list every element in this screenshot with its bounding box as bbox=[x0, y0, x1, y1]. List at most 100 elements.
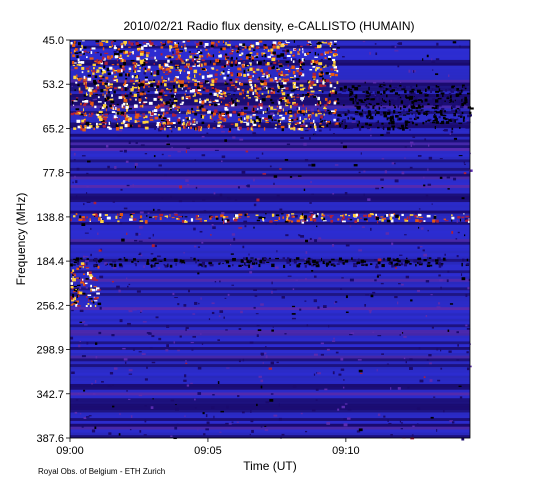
heatmap-cell bbox=[461, 103, 465, 107]
heatmap-cell bbox=[127, 52, 131, 55]
heatmap-cell bbox=[423, 259, 427, 262]
heatmap-cell bbox=[393, 213, 396, 215]
heatmap-cell bbox=[311, 163, 316, 167]
heatmap-cell bbox=[160, 103, 165, 107]
heatmap-cell bbox=[427, 120, 431, 122]
heatmap-cell bbox=[260, 103, 263, 107]
heatmap-cell bbox=[174, 258, 178, 262]
heatmap-cell bbox=[172, 105, 175, 109]
heatmap-cell bbox=[120, 69, 123, 73]
heatmap-cell bbox=[172, 46, 176, 48]
heatmap-cell bbox=[151, 56, 155, 59]
heatmap-cell bbox=[439, 348, 442, 352]
heatmap-cell bbox=[158, 113, 160, 116]
heatmap-cell bbox=[97, 101, 102, 103]
heatmap-cell bbox=[279, 109, 283, 111]
heatmap-cell bbox=[318, 72, 323, 76]
heatmap-cell bbox=[379, 98, 381, 102]
heatmap-cell bbox=[282, 108, 284, 112]
heatmap-cell bbox=[85, 112, 87, 115]
heatmap-cell bbox=[194, 52, 197, 55]
y-tick-label: 138.8 bbox=[36, 212, 64, 224]
heatmap-cell bbox=[361, 262, 364, 266]
heatmap-cell bbox=[372, 81, 377, 84]
heatmap-cell bbox=[276, 250, 278, 253]
heatmap-cell bbox=[451, 231, 454, 234]
heatmap-cell bbox=[356, 106, 358, 109]
heatmap-cell bbox=[380, 103, 385, 106]
heatmap-cell bbox=[390, 120, 395, 125]
heatmap-cell bbox=[250, 257, 254, 259]
heatmap-cell bbox=[332, 340, 336, 342]
heatmap-cell bbox=[138, 233, 141, 236]
heatmap-cell bbox=[341, 124, 345, 127]
heatmap-cell bbox=[112, 405, 115, 408]
heatmap-cell bbox=[320, 216, 324, 220]
heatmap-cell bbox=[134, 239, 138, 242]
heatmap-cell bbox=[359, 372, 363, 374]
heatmap-cell bbox=[232, 110, 237, 114]
heatmap-cell bbox=[265, 401, 270, 404]
heatmap-cell bbox=[181, 220, 185, 223]
heatmap-cell bbox=[308, 95, 310, 98]
heatmap-cell bbox=[302, 125, 305, 127]
heatmap-cell bbox=[129, 92, 132, 95]
heatmap-cell bbox=[251, 125, 254, 128]
heatmap-cell bbox=[164, 73, 169, 75]
heatmap-cell bbox=[225, 95, 227, 97]
heatmap-cell bbox=[166, 67, 171, 71]
heatmap-row bbox=[70, 406, 470, 410]
heatmap-cell bbox=[178, 200, 183, 203]
heatmap-cell bbox=[335, 122, 340, 125]
heatmap-cell bbox=[306, 324, 309, 327]
heatmap-cell bbox=[250, 89, 254, 92]
heatmap-cell bbox=[275, 257, 280, 260]
heatmap-cell bbox=[404, 120, 409, 124]
heatmap-cell bbox=[394, 106, 396, 109]
heatmap-cell bbox=[214, 73, 218, 77]
heatmap-cell bbox=[255, 262, 258, 265]
heatmap-cell bbox=[240, 310, 243, 314]
heatmap-cell bbox=[379, 114, 383, 116]
heatmap-cell bbox=[438, 116, 441, 119]
heatmap-cell bbox=[150, 83, 154, 87]
heatmap-cell bbox=[261, 53, 263, 56]
heatmap-cell bbox=[161, 197, 163, 200]
heatmap-cell bbox=[450, 98, 452, 103]
heatmap-cell bbox=[75, 108, 80, 111]
heatmap-cell bbox=[224, 88, 228, 90]
heatmap-cell bbox=[267, 90, 270, 94]
heatmap-cell bbox=[136, 57, 140, 61]
heatmap-cell bbox=[128, 73, 130, 77]
heatmap-cell bbox=[422, 249, 425, 252]
heatmap-cell bbox=[368, 86, 370, 91]
heatmap-cell bbox=[234, 214, 239, 218]
heatmap-cell bbox=[352, 213, 357, 218]
heatmap-cell bbox=[256, 88, 259, 91]
heatmap-cell bbox=[200, 105, 204, 108]
heatmap-cell bbox=[138, 394, 143, 397]
heatmap-cell bbox=[247, 46, 249, 49]
heatmap-cell bbox=[77, 260, 79, 262]
heatmap-cell bbox=[240, 122, 243, 124]
heatmap-cell bbox=[274, 127, 277, 129]
heatmap-cell bbox=[423, 176, 425, 179]
heatmap-cell bbox=[425, 88, 427, 92]
heatmap-cell bbox=[121, 114, 124, 116]
heatmap-cell bbox=[275, 222, 277, 225]
heatmap-cell bbox=[333, 118, 336, 122]
heatmap-cell bbox=[344, 113, 347, 116]
heatmap-cell bbox=[210, 41, 215, 45]
heatmap-cell bbox=[92, 67, 95, 70]
heatmap-cell bbox=[368, 113, 372, 117]
heatmap-cell bbox=[296, 117, 299, 121]
heatmap-cell bbox=[86, 56, 88, 59]
heatmap-cell bbox=[338, 86, 341, 89]
heatmap-cell bbox=[85, 86, 89, 90]
heatmap-cell bbox=[144, 79, 148, 81]
heatmap-cell bbox=[439, 110, 442, 113]
heatmap-cell bbox=[290, 67, 293, 70]
heatmap-cell bbox=[273, 175, 278, 178]
heatmap-row bbox=[70, 59, 470, 64]
heatmap-cell bbox=[106, 80, 109, 82]
